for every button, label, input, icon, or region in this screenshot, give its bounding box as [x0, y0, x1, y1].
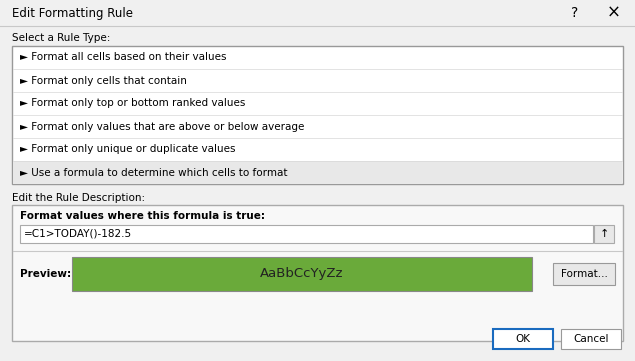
Text: ► Use a formula to determine which cells to format: ► Use a formula to determine which cells… — [20, 168, 288, 178]
Bar — [553, 263, 615, 285]
Bar — [493, 329, 553, 349]
Text: Edit Formatting Rule: Edit Formatting Rule — [12, 6, 133, 19]
Bar — [0, 0, 635, 26]
Text: ?: ? — [572, 6, 578, 20]
Text: Select a Rule Type:: Select a Rule Type: — [12, 33, 110, 43]
Text: ► Format all cells based on their values: ► Format all cells based on their values — [20, 52, 227, 62]
Text: Format values where this formula is true:: Format values where this formula is true… — [20, 211, 265, 221]
Text: AaBbCcYyZz: AaBbCcYyZz — [260, 268, 344, 280]
Text: ► Format only values that are above or below average: ► Format only values that are above or b… — [20, 122, 304, 131]
Bar — [12, 205, 623, 341]
Text: =C1>TODAY()-182.5: =C1>TODAY()-182.5 — [24, 229, 132, 239]
Text: Format...: Format... — [561, 269, 608, 279]
Text: Edit the Rule Description:: Edit the Rule Description: — [12, 193, 145, 203]
Text: ► Format only cells that contain: ► Format only cells that contain — [20, 75, 187, 86]
Bar — [20, 225, 593, 243]
Bar — [13, 161, 622, 184]
Text: ► Format only top or bottom ranked values: ► Format only top or bottom ranked value… — [20, 99, 245, 109]
Bar — [561, 329, 621, 349]
Text: ×: × — [607, 4, 621, 22]
Text: ► Format only unique or duplicate values: ► Format only unique or duplicate values — [20, 144, 236, 155]
Bar — [594, 225, 614, 243]
Text: OK: OK — [516, 334, 530, 344]
Text: Cancel: Cancel — [573, 334, 609, 344]
Text: ↑: ↑ — [599, 229, 609, 239]
Bar — [12, 46, 623, 184]
Text: Preview:: Preview: — [20, 269, 71, 279]
Bar — [72, 257, 532, 291]
